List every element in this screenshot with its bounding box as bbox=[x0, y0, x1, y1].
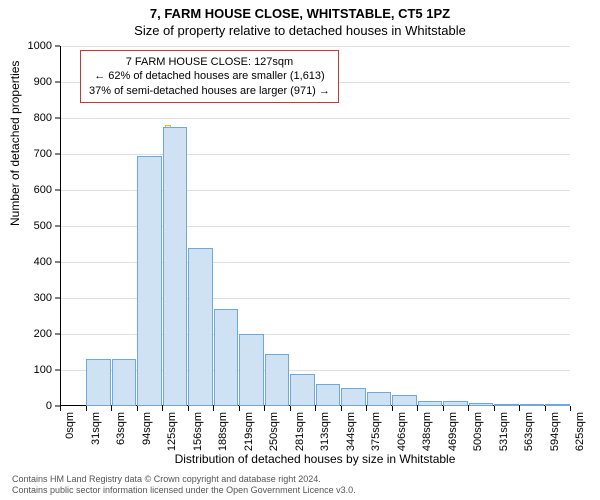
x-tick-mark bbox=[315, 406, 316, 411]
y-axis: 01002003004005006007008009001000 bbox=[0, 46, 60, 406]
x-tick-mark bbox=[545, 406, 546, 411]
x-tick-mark bbox=[111, 406, 112, 411]
x-axis-label: Distribution of detached houses by size … bbox=[60, 452, 570, 466]
x-tick-mark bbox=[494, 406, 495, 411]
y-tick-label: 300 bbox=[34, 292, 52, 304]
x-tick-mark bbox=[443, 406, 444, 411]
chart-container: 7, FARM HOUSE CLOSE, WHITSTABLE, CT5 1PZ… bbox=[0, 0, 600, 500]
y-tick-label: 700 bbox=[34, 148, 52, 160]
chart-title: 7, FARM HOUSE CLOSE, WHITSTABLE, CT5 1PZ bbox=[0, 0, 600, 21]
footer-attribution: Contains HM Land Registry data © Crown c… bbox=[12, 474, 356, 496]
x-tick-mark bbox=[417, 406, 418, 411]
x-tick-label: 344sqm bbox=[345, 412, 357, 451]
y-tick-label: 600 bbox=[34, 184, 52, 196]
y-tick-label: 400 bbox=[34, 256, 52, 268]
x-tick-label: 500sqm bbox=[472, 412, 484, 451]
y-tick-label: 900 bbox=[34, 76, 52, 88]
x-tick-mark bbox=[60, 406, 61, 411]
y-tick-label: 1000 bbox=[28, 40, 52, 52]
legend-line-2: ← 62% of detached houses are smaller (1,… bbox=[89, 69, 330, 83]
x-tick-mark bbox=[290, 406, 291, 411]
footer-line-1: Contains HM Land Registry data © Crown c… bbox=[12, 474, 356, 485]
histogram-bar bbox=[86, 359, 111, 406]
x-tick-label: 188sqm bbox=[217, 412, 229, 451]
x-tick-mark bbox=[392, 406, 393, 411]
x-tick-label: 625sqm bbox=[574, 412, 586, 451]
x-tick-mark bbox=[468, 406, 469, 411]
legend-line-1: 7 FARM HOUSE CLOSE: 127sqm bbox=[89, 55, 330, 69]
chart-subtitle: Size of property relative to detached ho… bbox=[0, 21, 600, 38]
footer-line-2: Contains public sector information licen… bbox=[12, 485, 356, 496]
histogram-bar bbox=[214, 309, 239, 406]
histogram-bar bbox=[392, 395, 417, 406]
x-tick-label: 125sqm bbox=[166, 412, 178, 451]
histogram-bar bbox=[367, 392, 392, 406]
x-tick-label: 63sqm bbox=[115, 412, 127, 445]
grid-line bbox=[60, 46, 570, 47]
y-tick-label: 0 bbox=[46, 400, 52, 412]
x-tick-mark bbox=[264, 406, 265, 411]
y-tick-label: 100 bbox=[34, 364, 52, 376]
x-tick-label: 375sqm bbox=[370, 412, 382, 451]
legend-box: 7 FARM HOUSE CLOSE: 127sqm← 62% of detac… bbox=[80, 50, 339, 103]
x-tick-mark bbox=[570, 406, 571, 411]
x-tick-mark bbox=[162, 406, 163, 411]
x-tick-label: 219sqm bbox=[243, 412, 255, 451]
y-tick-label: 200 bbox=[34, 328, 52, 340]
y-tick-label: 800 bbox=[34, 112, 52, 124]
x-tick-label: 531sqm bbox=[498, 412, 510, 451]
x-tick-mark bbox=[188, 406, 189, 411]
histogram-bar bbox=[188, 248, 213, 406]
histogram-bar bbox=[137, 156, 162, 406]
x-tick-label: 250sqm bbox=[268, 412, 280, 451]
x-tick-mark bbox=[341, 406, 342, 411]
x-tick-label: 31sqm bbox=[90, 412, 102, 445]
x-tick-label: 0sqm bbox=[64, 412, 76, 439]
x-tick-label: 281sqm bbox=[294, 412, 306, 451]
histogram-bar bbox=[265, 354, 290, 406]
x-tick-label: 156sqm bbox=[192, 412, 204, 451]
x-tick-mark bbox=[239, 406, 240, 411]
legend-line-3: 37% of semi-detached houses are larger (… bbox=[89, 84, 330, 98]
x-tick-label: 313sqm bbox=[319, 412, 331, 451]
histogram-bar bbox=[290, 374, 315, 406]
y-tick-label: 500 bbox=[34, 220, 52, 232]
histogram-bar bbox=[341, 388, 366, 406]
histogram-bar bbox=[112, 359, 137, 406]
x-tick-mark bbox=[213, 406, 214, 411]
x-tick-label: 469sqm bbox=[447, 412, 459, 451]
histogram-bar bbox=[316, 384, 341, 406]
x-tick-mark bbox=[519, 406, 520, 411]
x-tick-label: 94sqm bbox=[141, 412, 153, 445]
x-tick-label: 438sqm bbox=[421, 412, 433, 451]
x-tick-mark bbox=[366, 406, 367, 411]
grid-line bbox=[60, 118, 570, 119]
histogram-bar bbox=[239, 334, 264, 406]
x-tick-label: 563sqm bbox=[523, 412, 535, 451]
x-tick-mark bbox=[137, 406, 138, 411]
y-axis-line bbox=[60, 46, 61, 406]
x-tick-label: 594sqm bbox=[549, 412, 561, 451]
x-tick-mark bbox=[86, 406, 87, 411]
histogram-bar bbox=[163, 127, 188, 406]
x-tick-label: 406sqm bbox=[396, 412, 408, 451]
